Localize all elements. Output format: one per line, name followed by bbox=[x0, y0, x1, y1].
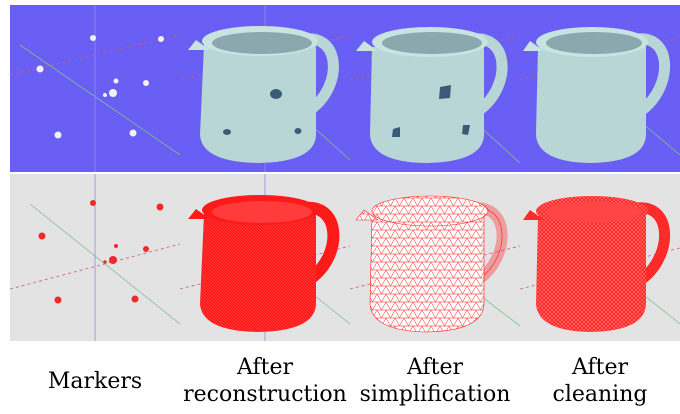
marker-points bbox=[38, 200, 164, 304]
caption-reconstruction-line1: After bbox=[236, 355, 294, 380]
top-markers-render bbox=[10, 5, 180, 172]
caption-reconstruction: After reconstruction bbox=[180, 354, 350, 408]
top-simplification-panel bbox=[350, 5, 520, 172]
caption-simplification-line2: simplification bbox=[359, 382, 511, 407]
bottom-cleaning-panel bbox=[520, 174, 680, 341]
caption-reconstruction-line2: reconstruction bbox=[183, 382, 347, 407]
top-markers-panel bbox=[10, 5, 180, 172]
caption-simplification: After simplification bbox=[350, 354, 520, 408]
bottom-reconstruction-wireframe bbox=[180, 174, 350, 341]
caption-markers: Markers bbox=[10, 368, 180, 395]
top-simplification-render bbox=[350, 5, 520, 172]
bottom-reconstruction-panel bbox=[180, 174, 350, 341]
bottom-simplification-wireframe bbox=[350, 174, 520, 341]
top-cleaning-panel bbox=[520, 5, 680, 172]
caption-simplification-line1: After bbox=[406, 355, 464, 380]
caption-markers-line1: Markers bbox=[47, 369, 143, 394]
caption-cleaning-line2: cleaning bbox=[552, 382, 648, 407]
bottom-simplification-panel bbox=[350, 174, 520, 341]
top-reconstruction-panel bbox=[180, 5, 350, 172]
caption-cleaning-line1: After bbox=[571, 355, 629, 380]
caption-cleaning: After cleaning bbox=[520, 354, 680, 408]
top-reconstruction-render bbox=[180, 5, 350, 172]
bottom-markers-panel bbox=[10, 174, 180, 341]
marker-spheres bbox=[36, 35, 164, 139]
top-cleaning-render bbox=[520, 5, 680, 172]
bottom-cleaning-wireframe bbox=[520, 174, 680, 341]
bottom-markers-render bbox=[10, 174, 180, 341]
